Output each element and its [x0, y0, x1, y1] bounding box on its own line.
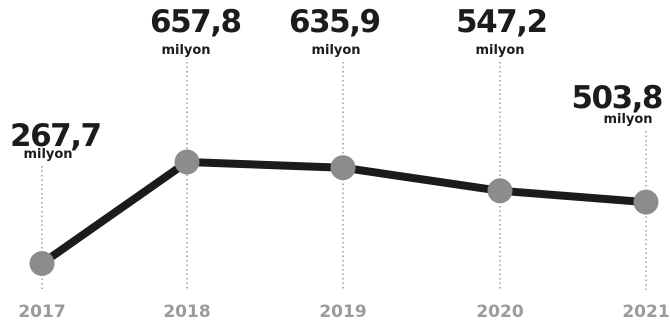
value-label-2018: 657,8: [150, 4, 241, 40]
value-labels: 267,7milyon657,8milyon635,9milyon547,2mi…: [10, 4, 664, 162]
x-tick-label-2018: 2018: [163, 302, 210, 322]
data-point-2017: [29, 251, 55, 276]
value-label-2020: 547,2: [456, 4, 547, 40]
data-point-2020: [487, 178, 513, 204]
value-label-2017: 267,7: [10, 118, 101, 154]
unit-label-2018: milyon: [161, 43, 210, 58]
x-tick-label-2019: 2019: [319, 302, 366, 322]
value-label-2021: 503,8: [571, 80, 662, 116]
x-tick-label-2021: 2021: [622, 302, 669, 322]
unit-label-2019: milyon: [311, 43, 360, 58]
unit-label-2020: milyon: [475, 43, 524, 58]
data-points: [29, 149, 659, 276]
data-point-2019: [330, 155, 356, 181]
unit-label-2017: milyon: [23, 147, 72, 162]
x-tick-label-2017: 2017: [18, 302, 65, 322]
value-label-2019: 635,9: [289, 4, 380, 40]
data-point-2021: [633, 189, 659, 215]
x-axis-labels: 2017 2018 2019 2020 2021: [18, 302, 669, 322]
unit-label-2021: milyon: [603, 112, 652, 127]
x-tick-label-2020: 2020: [476, 302, 523, 322]
data-point-2018: [174, 149, 200, 175]
